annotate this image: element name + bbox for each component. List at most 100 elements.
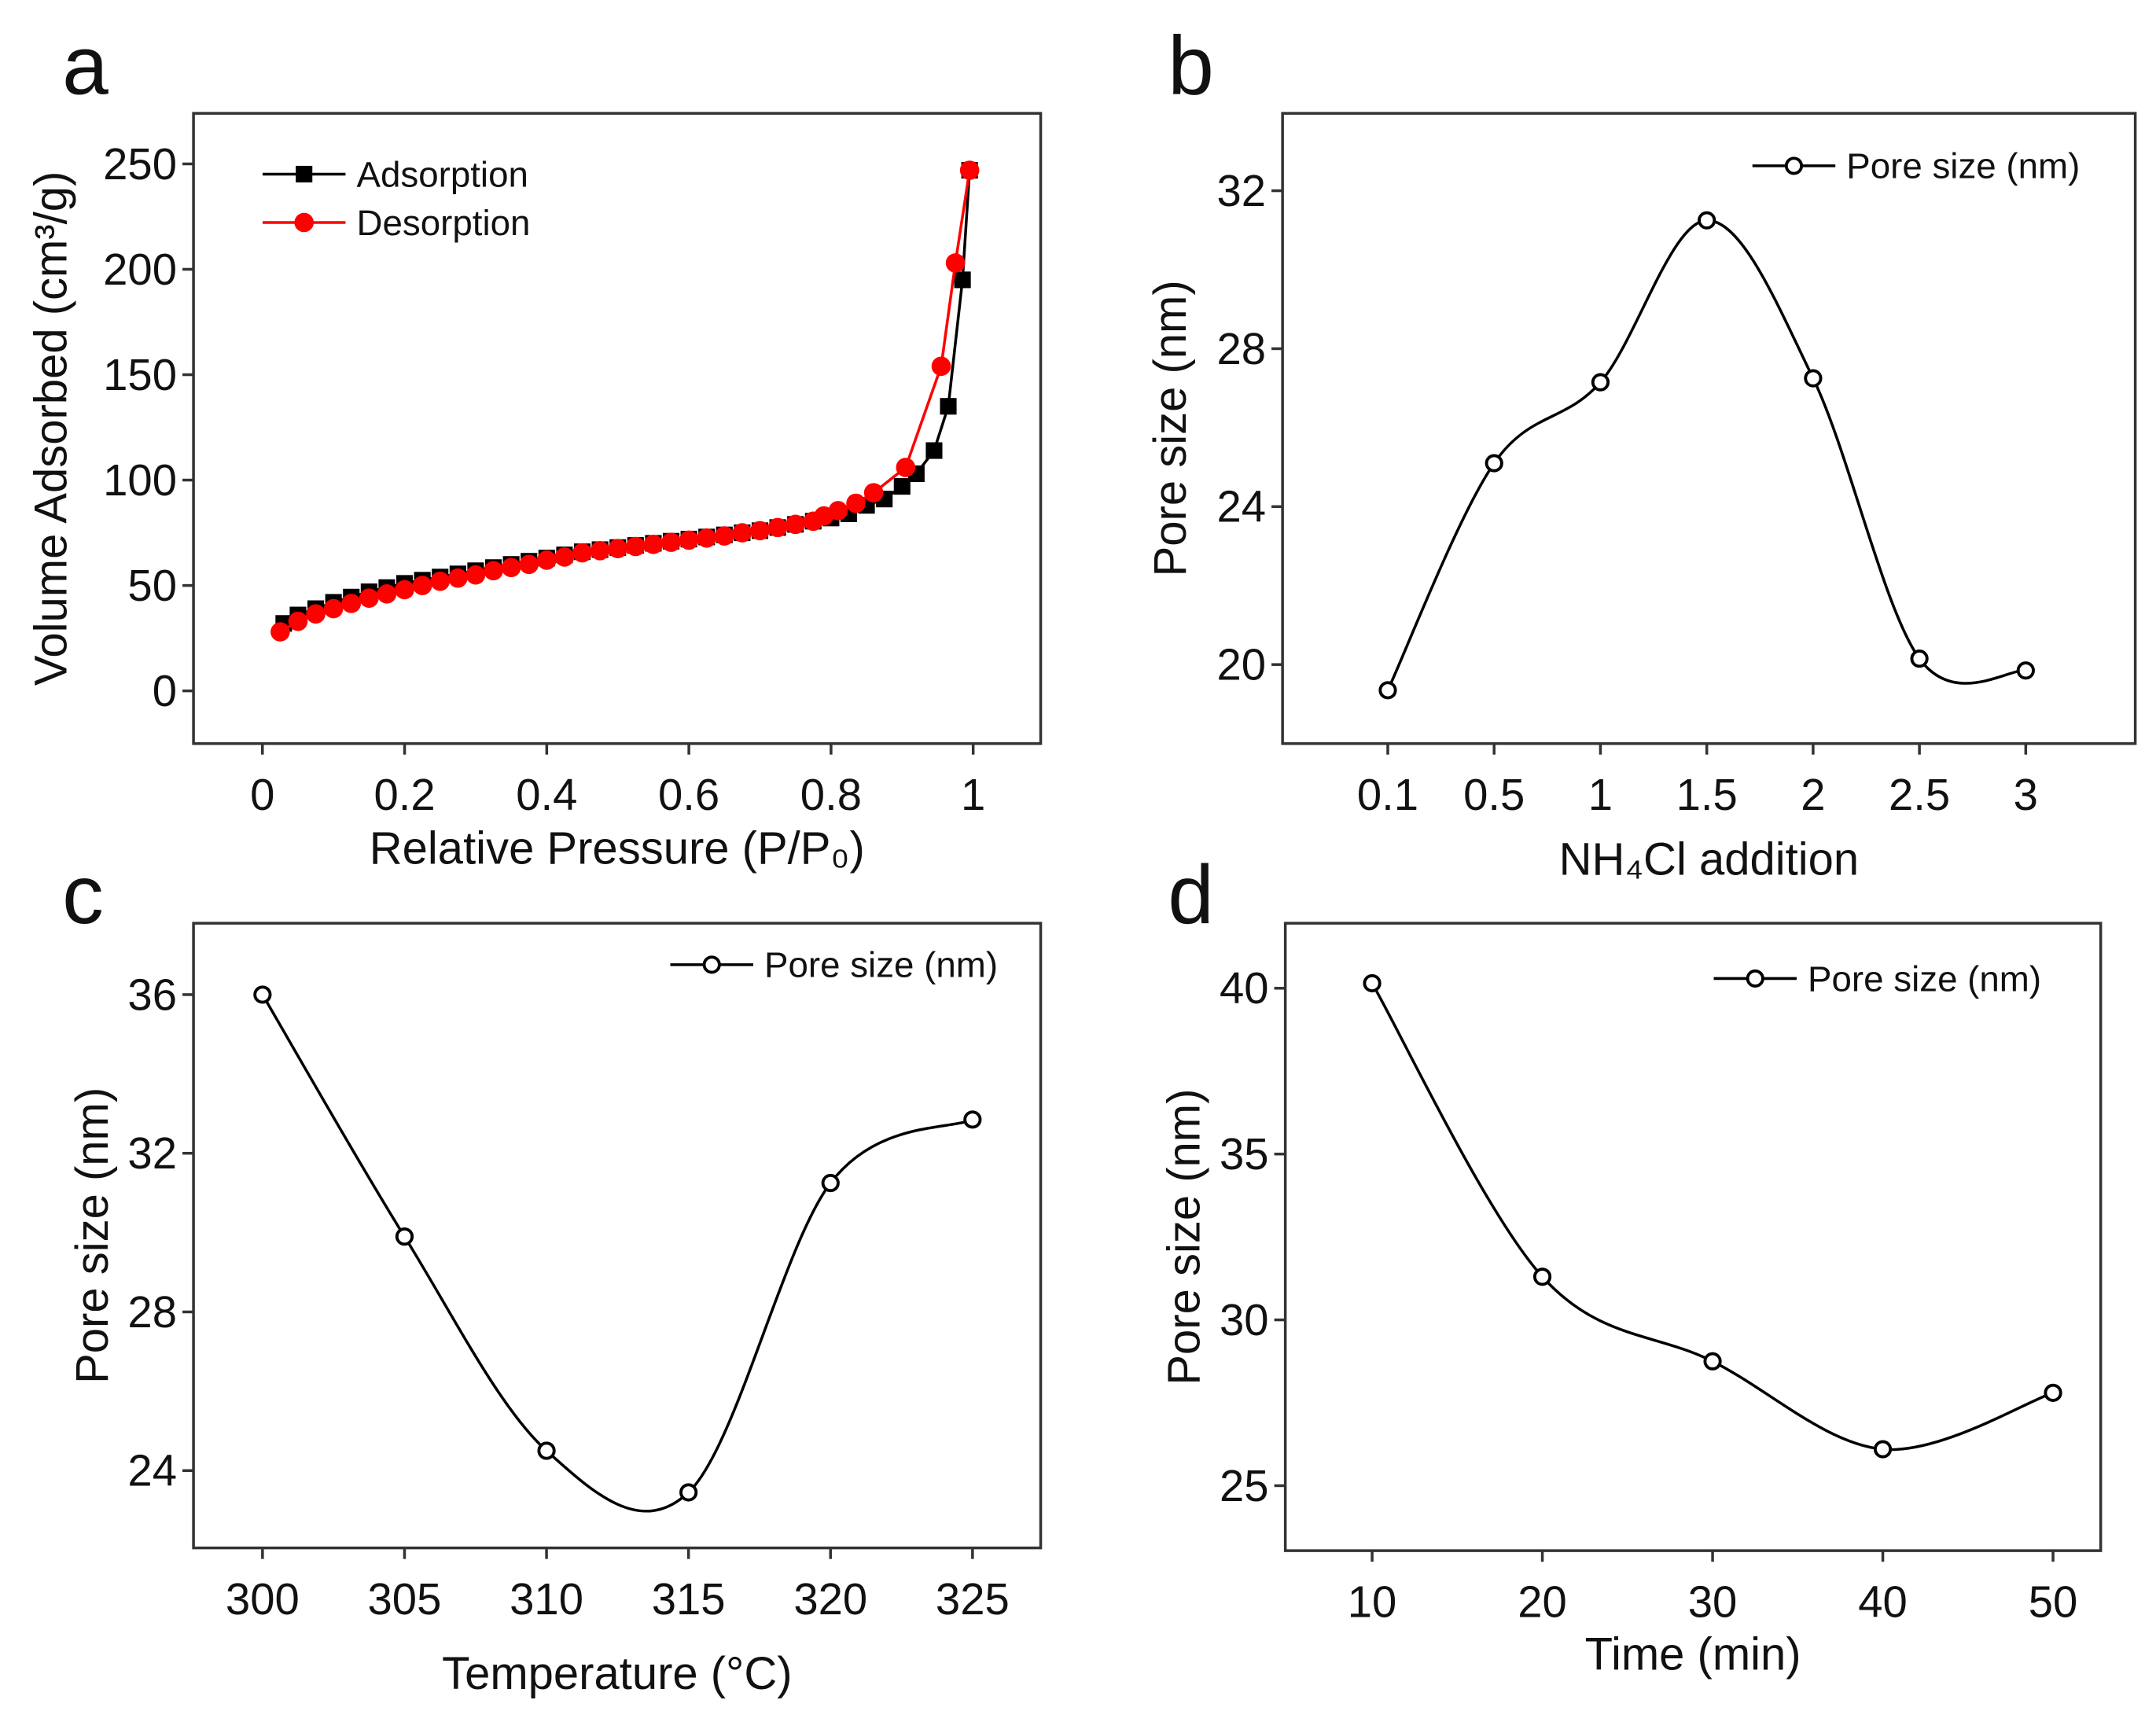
x-tick-label: 310 [510,1574,583,1624]
y-tick-label: 20 [1216,640,1266,690]
y-tick-label: 24 [1216,482,1266,532]
legend-label: Adsorption [356,154,528,194]
panel-label: d [1168,849,1214,941]
x-tick-label: 1 [961,770,985,819]
data-point [1804,369,1823,388]
x-tick-label: 325 [936,1574,1010,1624]
data-point [395,580,414,600]
legend-marker [1784,156,1804,175]
y-axis-label: Pore size (nm) [67,1087,118,1384]
x-tick-label: 305 [368,1574,442,1624]
data-point [270,622,290,642]
data-point [572,543,592,563]
panel-label: b [1168,20,1214,112]
data-point [501,557,521,578]
legend-marker [702,955,721,974]
panel-d: d 10 20 30 40 50 25 30 35 40 Time (min) Pore size (… [1159,849,2103,1680]
data-point [341,594,362,613]
x-tick-label: 0 [250,770,274,819]
data-point [945,253,966,273]
x-tick-label: 300 [226,1574,300,1624]
panel-c: c 300 305 310 315 320 325 24 28 32 36 Temperature (… [62,849,1043,1699]
y-tick-label: 100 [103,455,177,505]
x-axis-label: Temperature (°C) [442,1648,792,1699]
x-tick-label: 50 [2029,1577,2078,1626]
data-point [732,523,752,543]
series-line [261,994,973,1513]
y-tick-label: 35 [1220,1129,1269,1179]
x-tick-label: 0.5 [1463,770,1525,819]
data-point [828,501,848,521]
y-tick-label: 200 [103,245,177,294]
y-tick-label: 50 [127,561,177,610]
legend-marker [296,165,313,183]
y-axis-label: Pore size (nm) [1159,1089,1210,1385]
legend-label: Pore size (nm) [764,945,998,985]
data-point [1591,373,1610,392]
x-tick-label: 0.1 [1357,770,1418,819]
y-axis-label: Volume Adsorbed (cm³/g) [25,171,76,686]
y-tick-label: 30 [1220,1295,1269,1345]
data-point [863,483,884,502]
series-pore-size-nm- [1378,211,2035,700]
data-point [537,550,557,570]
legend-entry: Desorption [262,203,530,243]
legend-label: Pore size (nm) [1846,146,2080,186]
data-point [1703,1352,1722,1371]
x-tick-label: 10 [1348,1577,1397,1626]
series-line [1370,982,2054,1452]
data-point [359,588,379,608]
data-point [679,530,699,550]
x-tick-label: 3 [2014,770,2038,819]
y-tick-label: 150 [103,350,177,399]
legend-entry: Adsorption [262,154,528,194]
data-point [959,160,980,180]
data-point [2044,1383,2062,1402]
series-pore-size-nm- [253,985,982,1513]
panel-label: c [62,849,104,941]
data-point [323,598,344,619]
data-point [963,1110,982,1129]
panel-a: a 0 0.2 0.4 0.6 0.8 1 0 50 100 150 200 250 Relative P… [25,20,1043,874]
x-tick-label: 1.5 [1676,770,1738,819]
x-tick-label: 320 [793,1574,867,1624]
data-point [715,526,734,546]
data-point [412,576,432,595]
data-point [626,536,646,557]
data-point [925,442,943,459]
series-line [1386,219,2026,691]
data-point [395,1227,414,1246]
y-tick-label: 28 [1216,324,1266,373]
series-desorption [270,160,980,642]
y-tick-label: 36 [127,970,177,1019]
plot-frame [1281,112,2137,745]
data-point [1532,1268,1552,1286]
legend-entry: Pore size (nm) [1752,146,2080,186]
data-point [2016,661,2035,680]
data-point [1698,211,1716,230]
data-point [448,568,468,588]
data-point [1485,454,1503,473]
data-point [786,514,805,535]
x-tick-label: 30 [1688,1577,1738,1626]
x-axis-label: Time (min) [1585,1628,1801,1680]
data-point [697,528,717,548]
x-tick-label: 0.8 [800,770,862,819]
legend-entry: Pore size (nm) [1713,959,2041,999]
x-tick-label: 2 [1801,770,1825,819]
data-point [846,493,866,513]
x-tick-label: 2.5 [1889,770,1950,819]
plot-frame [1283,922,2103,1552]
data-point [1873,1440,1893,1459]
x-axis-label: NH₄Cl addition [1559,834,1860,885]
legend-marker [294,212,315,233]
data-point [590,541,610,561]
x-tick-label: 40 [1858,1577,1908,1626]
x-axis-label: Relative Pressure (P/P₀) [370,823,865,874]
data-point [1363,973,1382,993]
y-tick-label: 0 [153,666,177,716]
y-tick-label: 24 [127,1446,177,1496]
data-point [465,565,486,585]
data-point [750,521,770,541]
